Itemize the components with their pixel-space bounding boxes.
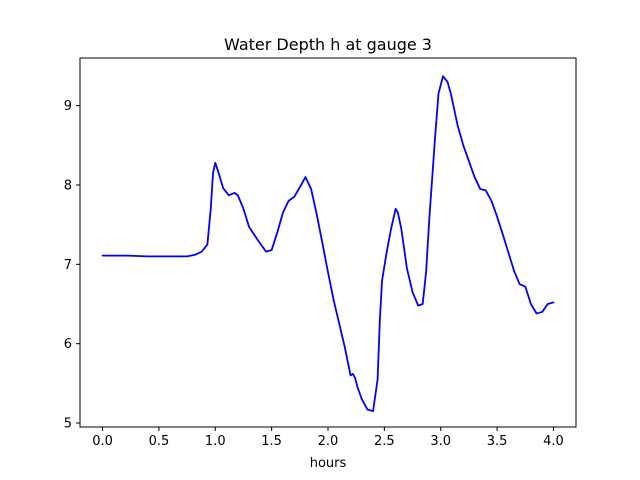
x-tick-label: 1.0 — [205, 434, 226, 449]
x-axis-label: hours — [310, 456, 347, 471]
y-tick-label: 9 — [64, 99, 72, 114]
x-tick-label: 1.5 — [261, 434, 282, 449]
y-tick-label: 7 — [64, 258, 72, 273]
x-tick-label: 0.5 — [149, 434, 170, 449]
x-tick-label: 2.5 — [374, 434, 395, 449]
y-tick-label: 8 — [64, 178, 72, 193]
x-tick-label: 2.0 — [318, 434, 339, 449]
x-tick-label: 3.0 — [430, 434, 451, 449]
x-tick-label: 3.5 — [487, 434, 508, 449]
chart-title: Water Depth h at gauge 3 — [224, 35, 432, 54]
y-tick-label: 6 — [64, 337, 72, 352]
y-tick-label: 5 — [64, 417, 72, 432]
x-tick-label: 0.0 — [92, 434, 113, 449]
y-axis: 5 6 7 8 9 — [64, 99, 80, 432]
x-axis: 0.0 0.5 1.0 1.5 2.0 2.5 3.0 3.5 4.0 — [92, 427, 564, 449]
x-tick-label: 4.0 — [543, 434, 564, 449]
series-line-0 — [101, 75, 555, 413]
